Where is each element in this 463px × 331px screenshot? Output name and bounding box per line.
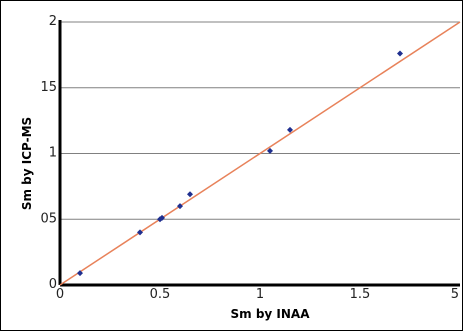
x-tick-labels: 0 0.5 1 1.5 5 xyxy=(56,287,459,302)
y-tick-label-0: 0 xyxy=(49,277,57,292)
data-point-3 xyxy=(159,214,165,221)
y-tick-label-2: 1 xyxy=(49,146,57,161)
y-tick-label-3: 15 xyxy=(40,80,57,95)
data-point-5 xyxy=(187,191,193,198)
x-tick-label-2: 1 xyxy=(256,287,264,302)
data-points xyxy=(77,50,403,277)
y-axis-title: Sm by ICP-MS xyxy=(20,117,34,210)
data-point-0 xyxy=(77,270,83,277)
reference-line xyxy=(59,21,461,286)
data-point-8 xyxy=(397,50,403,57)
reference-line-1to1 xyxy=(59,21,461,286)
data-point-6 xyxy=(267,147,273,154)
data-point-7 xyxy=(287,126,293,133)
data-point-4 xyxy=(177,203,183,210)
x-tick-label-3: 1.5 xyxy=(350,287,371,302)
y-tick-labels: 0 05 1 15 2 xyxy=(40,14,57,292)
x-tick-label-4: 5 xyxy=(451,287,459,302)
x-tick-label-1: 0.5 xyxy=(150,287,171,302)
x-axis-title: Sm by INAA xyxy=(231,307,311,321)
y-tick-label-1: 05 xyxy=(40,211,57,226)
y-tick-label-4: 2 xyxy=(49,14,57,29)
data-point-1 xyxy=(137,229,143,236)
x-tick-label-0: 0 xyxy=(56,287,64,302)
